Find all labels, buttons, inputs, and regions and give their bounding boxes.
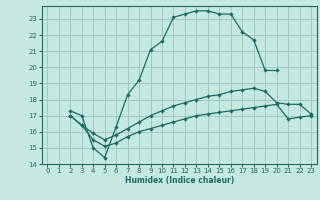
X-axis label: Humidex (Indice chaleur): Humidex (Indice chaleur)	[124, 176, 234, 185]
